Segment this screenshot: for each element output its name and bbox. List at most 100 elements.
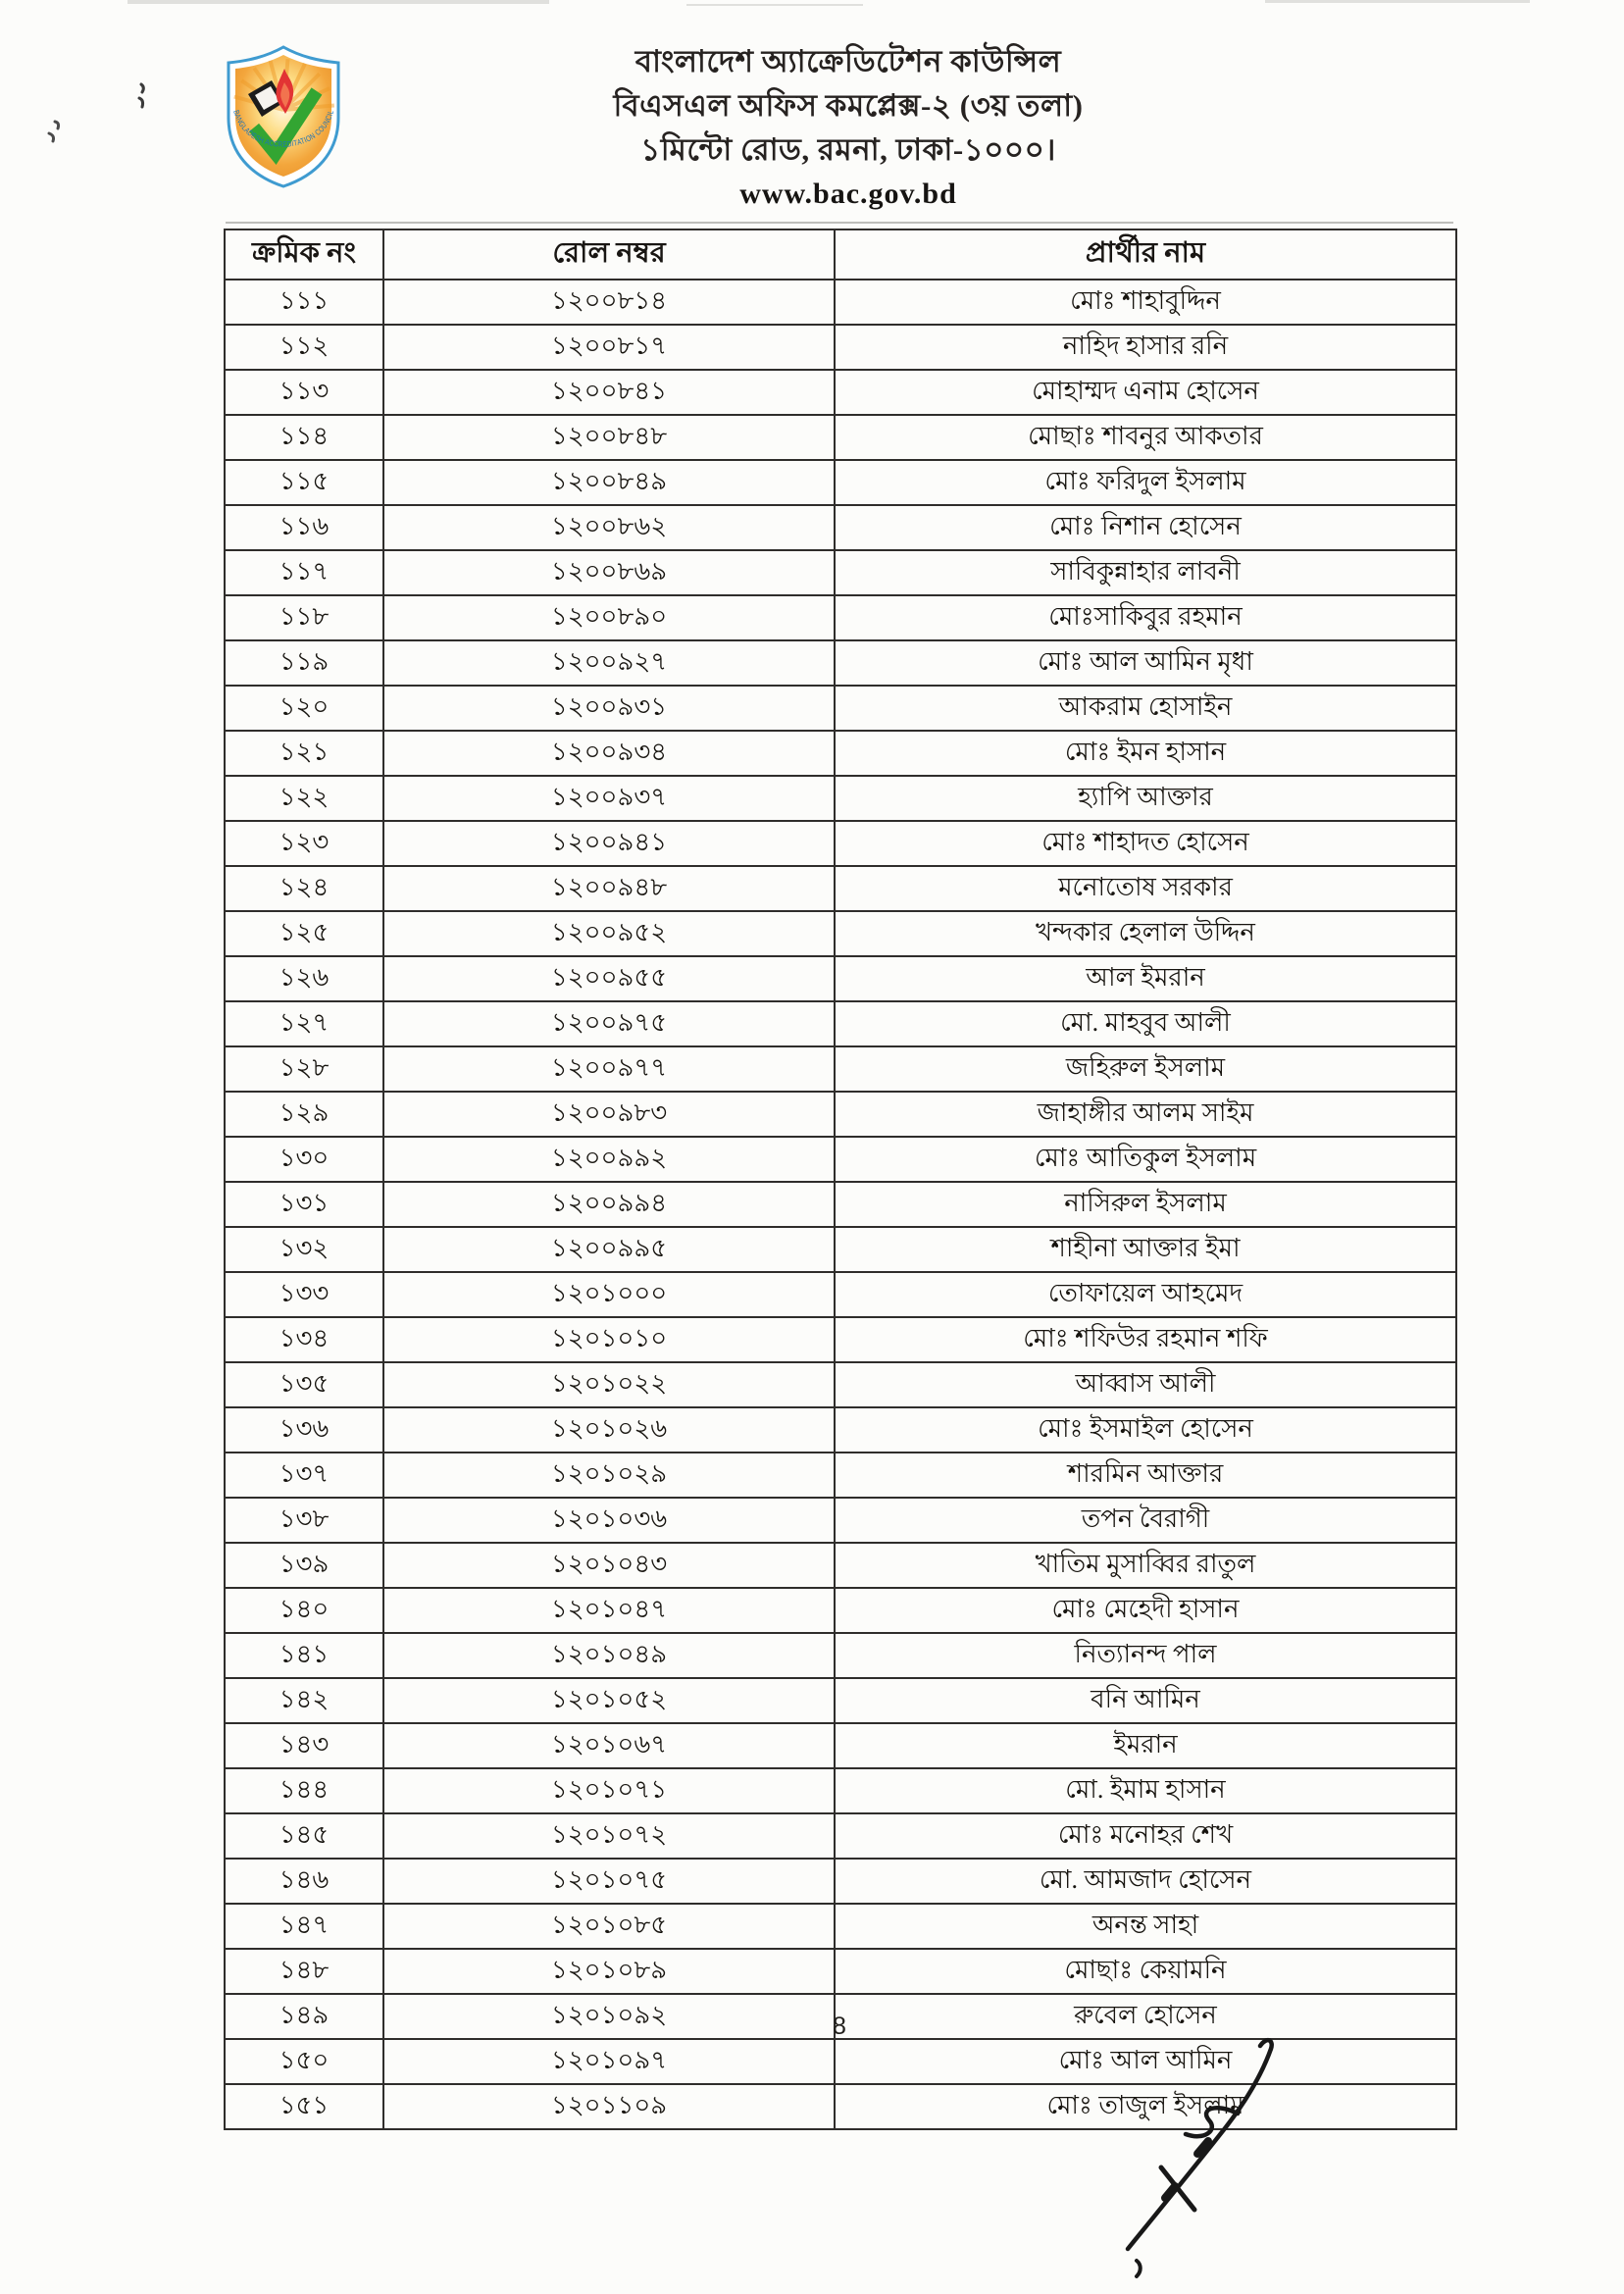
name-cell: হ্যাপি আক্তার	[834, 775, 1457, 822]
serial-cell: ১১৪	[224, 414, 384, 461]
serial-cell: ১৩৫	[224, 1361, 384, 1408]
serial-cell: ১৩৩	[224, 1271, 384, 1318]
table-row: ১২৫ ১২০০৯৫২ খন্দকার হেলাল উদ্দিন	[224, 910, 1457, 957]
name-cell: মোঃসাকিবুর রহমান	[834, 594, 1457, 641]
serial-cell: ১২০	[224, 685, 384, 732]
name-cell: নিত্যানন্দ পাল	[834, 1632, 1457, 1679]
roll-cell: ১২০০৯৪১	[382, 820, 836, 867]
table-row: ১৩৬ ১২০১০২৬ মোঃ ইসমাইল হোসেন	[224, 1406, 1457, 1453]
page-number: 8	[833, 2013, 846, 2040]
name-cell: মোঃ শাহাবুদ্দিন	[834, 279, 1457, 326]
roll-cell: ১২০০৮৪১	[382, 369, 836, 416]
serial-cell: ১২৮	[224, 1045, 384, 1093]
roll-cell: ১২০১০৫২	[382, 1677, 836, 1724]
table-row: ১২৯ ১২০০৯৮৩ জাহাঙ্গীর আলম সাইম	[224, 1091, 1457, 1138]
name-cell: মনোতোষ সরকার	[834, 865, 1457, 912]
roll-cell: ১২০০৮১৪	[382, 279, 836, 326]
serial-cell: ১৩৮	[224, 1497, 384, 1544]
roll-cell: ১২০১০৩৬	[382, 1497, 836, 1544]
serial-cell: ১২৭	[224, 1000, 384, 1047]
roll-cell: ১২০১০০০	[382, 1271, 836, 1318]
roll-cell: ১২০০৮১৭	[382, 324, 836, 371]
serial-cell: ১৪৪	[224, 1767, 384, 1814]
table-row: ১১৫ ১২০০৮৪৯ মোঃ ফরিদুল ইসলাম	[224, 459, 1457, 506]
column-header-serial: ক্রমিক নং	[224, 229, 384, 280]
name-cell: মোঃ আল আমিন	[834, 2038, 1457, 2085]
table-header-row: ক্রমিক নং রোল নম্বর প্রার্থীর নাম	[224, 229, 1457, 280]
roll-cell: ১২০১০৭১	[382, 1767, 836, 1814]
serial-cell: ১৩৯	[224, 1542, 384, 1589]
roll-cell: ১২০০৯৭৭	[382, 1045, 836, 1093]
name-cell: সাবিকুন্নাহার লাবনী	[834, 549, 1457, 596]
table-top-ghost-line	[226, 222, 1453, 224]
name-cell: মোছাঃ কেয়ামনি	[834, 1948, 1457, 1995]
table-row: ১৩৯ ১২০১০৪৩ খাতিম মুসাব্বির রাতুল	[224, 1542, 1457, 1589]
serial-cell: ১২১	[224, 730, 384, 777]
roll-cell: ১২০০৯২৭	[382, 639, 836, 687]
roll-cell: ১২০১০২৬	[382, 1406, 836, 1453]
roll-cell: ১২০০৯৫২	[382, 910, 836, 957]
handwritten-signature	[1125, 2037, 1274, 2278]
name-cell: জাহাঙ্গীর আলম সাইম	[834, 1091, 1457, 1138]
name-cell: ইমরান	[834, 1722, 1457, 1769]
roll-cell: ১২০১০৪৯	[382, 1632, 836, 1679]
roll-cell: ১২০১০২২	[382, 1361, 836, 1408]
table-row: ১২৮ ১২০০৯৭৭ জহিরুল ইসলাম	[224, 1045, 1457, 1093]
serial-cell: ১৫১	[224, 2083, 384, 2130]
table-row: ১৪৮ ১২০১০৮৯ মোছাঃ কেয়ামনি	[224, 1948, 1457, 1995]
serial-cell: ১৪৯	[224, 1993, 384, 2040]
table-row: ১৪৩ ১২০১০৬৭ ইমরান	[224, 1722, 1457, 1769]
name-cell: মোঃ ফরিদুল ইসলাম	[834, 459, 1457, 506]
table-row: ১৩৩ ১২০১০০০ তোফায়েল আহমেদ	[224, 1271, 1457, 1318]
roll-cell: ১২০০৯৪৮	[382, 865, 836, 912]
bac-logo: BANGLADESH ACCREDITATION COUNCIL	[227, 45, 340, 188]
table-row: ১৪৯ ১২০১০৯২ রুবেল হোসেন	[224, 1993, 1457, 2040]
table-row: ১৫০ ১২০১০৯৭ মোঃ আল আমিন	[224, 2038, 1457, 2085]
serial-cell: ১১১	[224, 279, 384, 326]
serial-cell: ১৩৭	[224, 1452, 384, 1499]
roll-cell: ১২০১০৭২	[382, 1812, 836, 1860]
table-row: ১২৭ ১২০০৯৭৫ মো. মাহবুব আলী	[224, 1000, 1457, 1047]
name-cell: খন্দকার হেলাল উদ্দিন	[834, 910, 1457, 957]
roll-cell: ১২০০৯৯২	[382, 1136, 836, 1183]
scan-edge-artifact	[686, 4, 863, 6]
roll-cell: ১২০০৮৯০	[382, 594, 836, 641]
name-cell: মোঃ মনোহর শেখ	[834, 1812, 1457, 1860]
name-cell: মোঃ ইমন হাসান	[834, 730, 1457, 777]
roll-cell: ১২০১০৭৫	[382, 1858, 836, 1905]
serial-cell: ১৩৪	[224, 1316, 384, 1363]
table-row: ১৪৭ ১২০১০৮৫ অনন্ত সাহা	[224, 1903, 1457, 1950]
name-cell: জহিরুল ইসলাম	[834, 1045, 1457, 1093]
roll-cell: ১২০১০৬৭	[382, 1722, 836, 1769]
table-row: ১৩০ ১২০০৯৯২ মোঃ আতিকুল ইসলাম	[224, 1136, 1457, 1183]
name-cell: মোঃ নিশান হোসেন	[834, 504, 1457, 551]
roll-cell: ১২০১০৯৭	[382, 2038, 836, 2085]
roll-cell: ১২০০৯৫৫	[382, 955, 836, 1002]
column-header-name: প্রার্থীর নাম	[834, 229, 1457, 280]
name-cell: মো. মাহবুব আলী	[834, 1000, 1457, 1047]
name-cell: মোঃ ইসমাইল হোসেন	[834, 1406, 1457, 1453]
name-cell: মোঃ শফিউর রহমান শফি	[834, 1316, 1457, 1363]
roll-cell: ১২০১০৪৭	[382, 1587, 836, 1634]
name-cell: মোঃ মেহেদী হাসান	[834, 1587, 1457, 1634]
table-row: ১২০ ১২০০৯৩১ আকরাম হোসাইন	[224, 685, 1457, 732]
check-icon	[248, 87, 323, 165]
website-url: www.bac.gov.bd	[739, 178, 957, 210]
roll-cell: ১২০১১০৯	[382, 2083, 836, 2130]
table-row: ১৩১ ১২০০৯৯৪ নাসিরুল ইসলাম	[224, 1181, 1457, 1228]
roll-cell: ১২০০৮৬৯	[382, 549, 836, 596]
table-row: ১২১ ১২০০৯৩৪ মোঃ ইমন হাসান	[224, 730, 1457, 777]
table-row: ১৩৭ ১২০১০২৯ শারমিন আক্তার	[224, 1452, 1457, 1499]
table-row: ১৩২ ১২০০৯৯৫ শাহীনা আক্তার ইমা	[224, 1226, 1457, 1273]
serial-cell: ১৩০	[224, 1136, 384, 1183]
roll-cell: ১২০০৮৪৯	[382, 459, 836, 506]
roll-cell: ১২০০৯৯৪	[382, 1181, 836, 1228]
name-cell: মোঃ শাহাদত হোসেন	[834, 820, 1457, 867]
serial-cell: ১১২	[224, 324, 384, 371]
table-row: ১১৬ ১২০০৮৬২ মোঃ নিশান হোসেন	[224, 504, 1457, 551]
candidate-rows: ১১১ ১২০০৮১৪ মোঃ শাহাবুদ্দিন ১১২ ১২০০৮১৭ …	[224, 279, 1457, 2130]
scan-stray-marks	[47, 82, 145, 143]
roll-cell: ১২০০৯৩৪	[382, 730, 836, 777]
serial-cell: ১১৭	[224, 549, 384, 596]
flame-inner	[280, 82, 290, 108]
